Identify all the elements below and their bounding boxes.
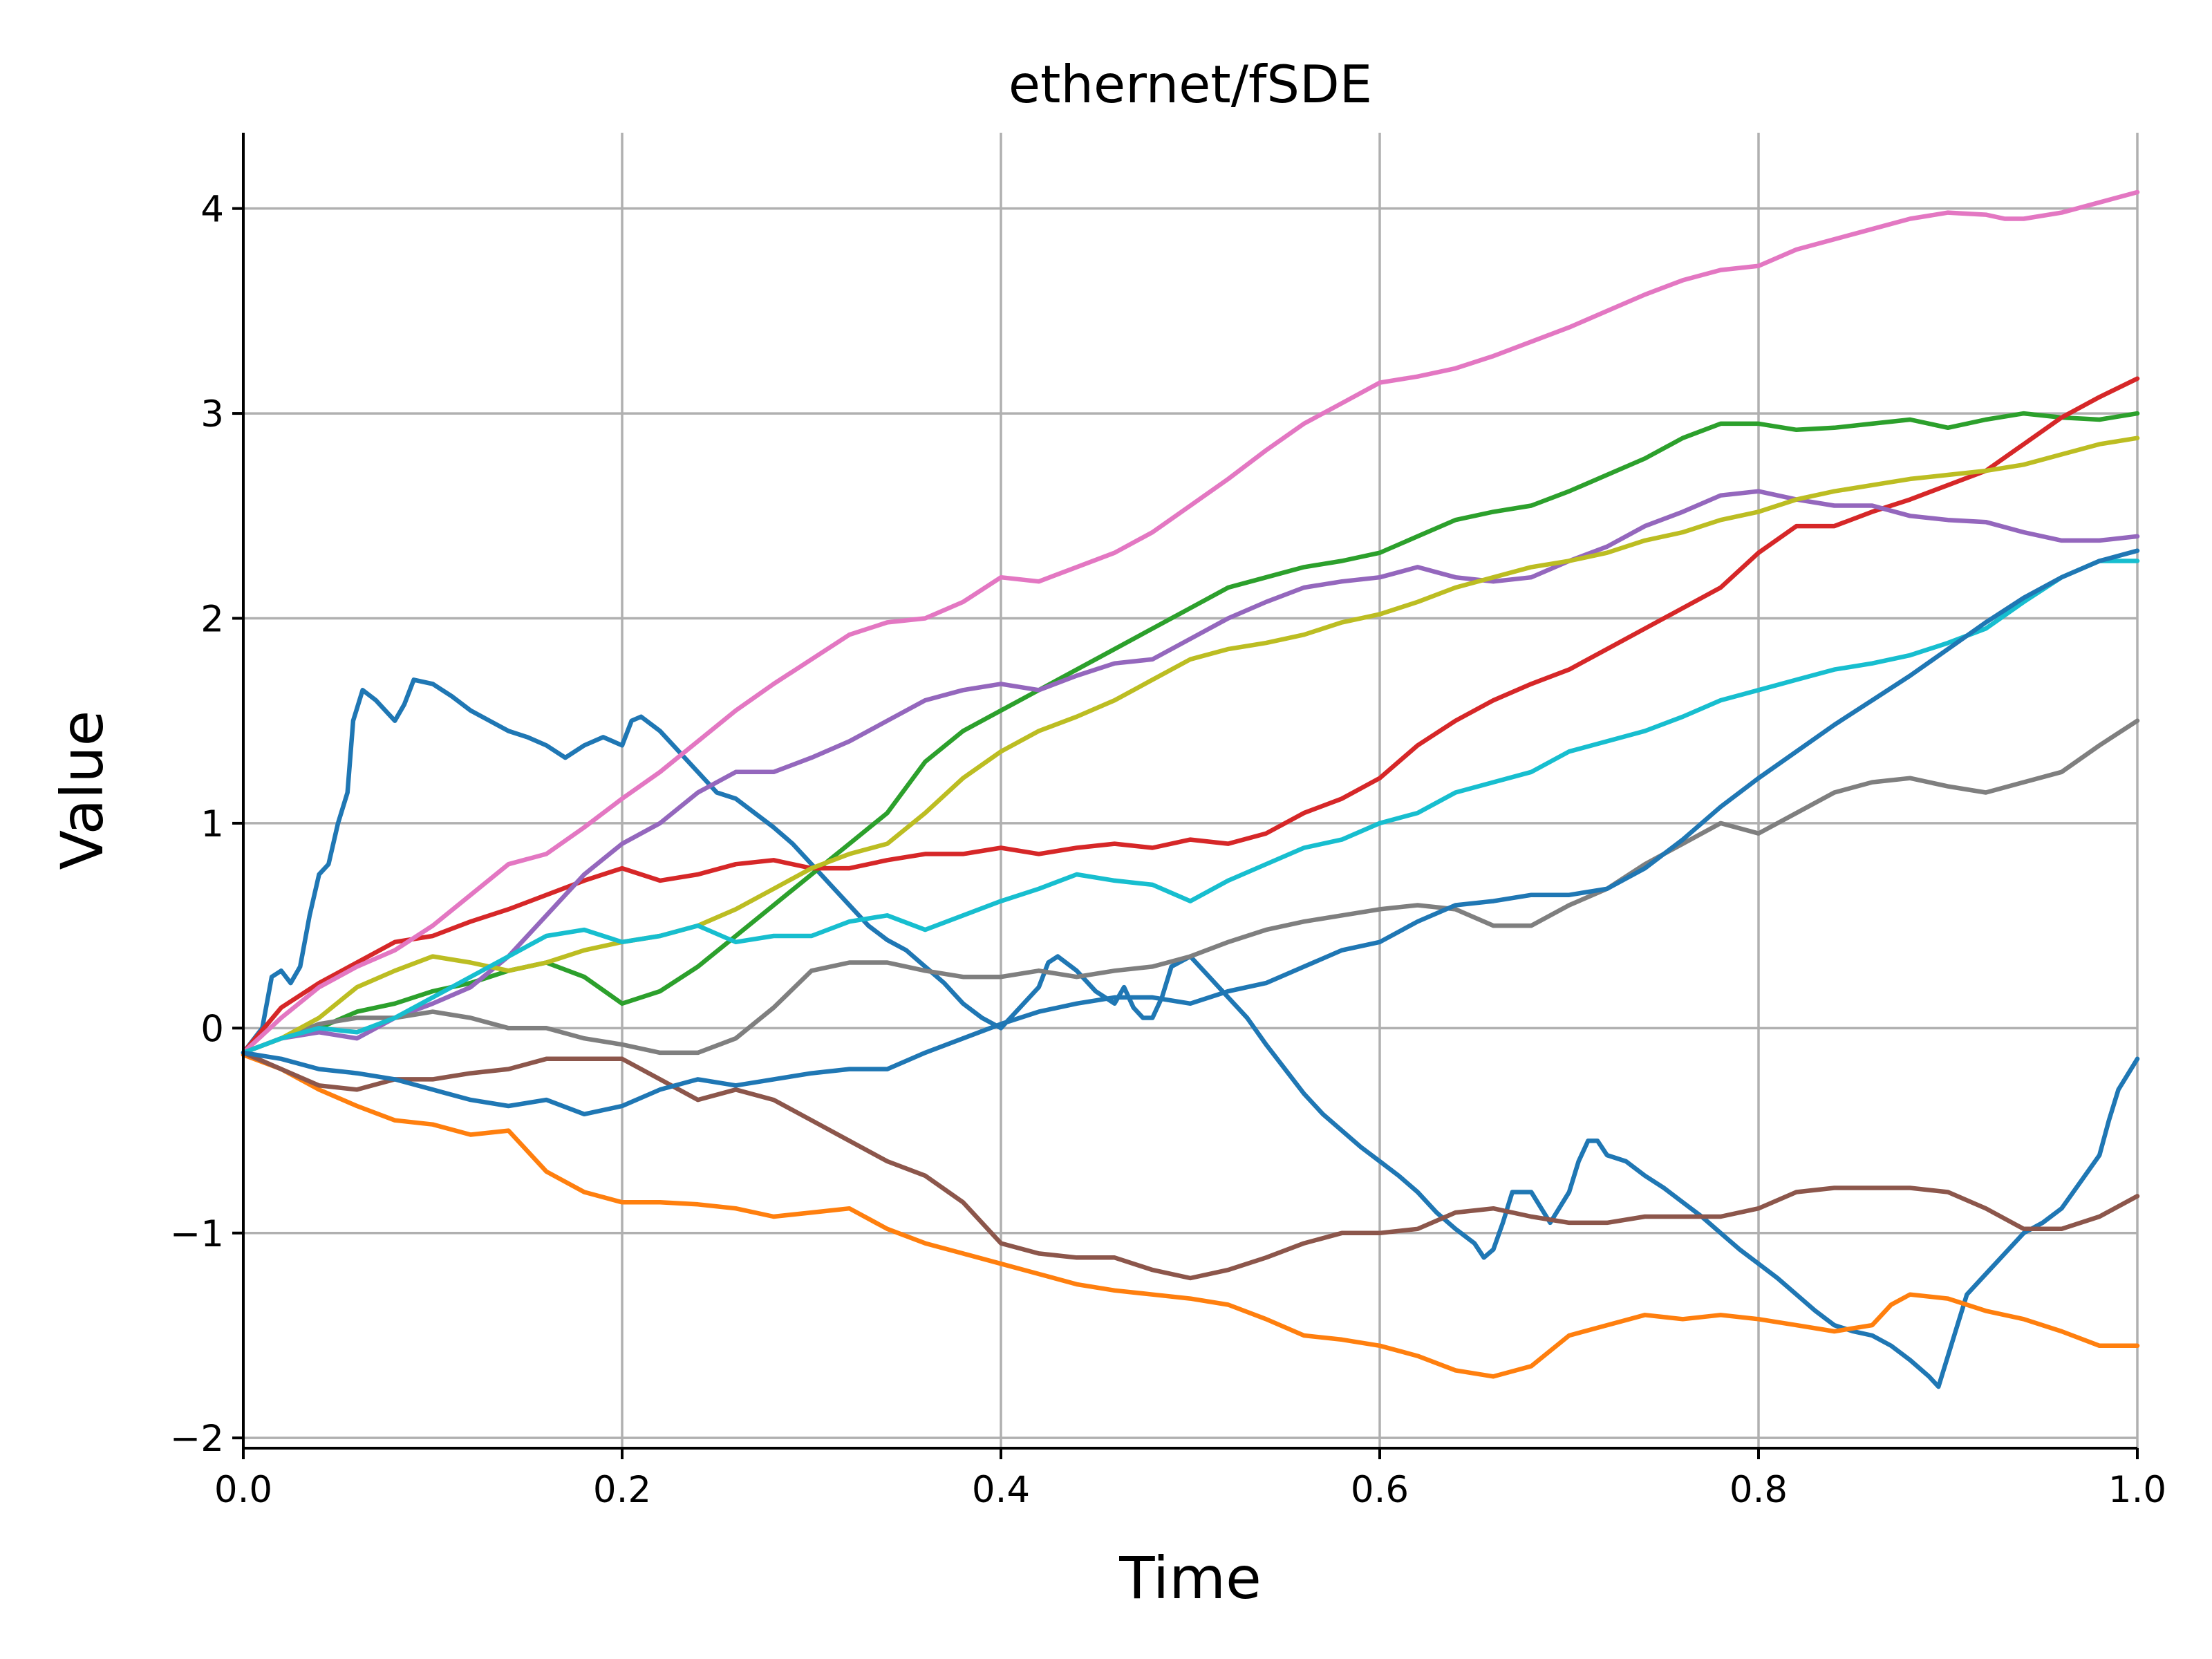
y-tick-label: −2 bbox=[170, 1418, 224, 1460]
series-lines bbox=[241, 189, 2140, 1389]
series-line-2 bbox=[241, 1052, 2140, 1379]
x-tick-label: 0.2 bbox=[593, 1469, 651, 1511]
series-line-5 bbox=[241, 489, 2140, 1056]
series-line-11 bbox=[241, 548, 2140, 1117]
grid bbox=[242, 133, 2139, 1448]
series-line-9 bbox=[241, 435, 2140, 1056]
y-tick-label: 1 bbox=[200, 803, 224, 845]
x-tick-label: 1.0 bbox=[2108, 1469, 2166, 1511]
x-tick-label: 0.8 bbox=[1730, 1469, 1788, 1511]
y-axis-label: Value bbox=[48, 711, 116, 870]
series-line-1 bbox=[241, 677, 2140, 1389]
series-line-7 bbox=[241, 189, 2140, 1056]
y-tick-label: 3 bbox=[200, 393, 224, 435]
y-tick-label: 4 bbox=[200, 189, 224, 231]
x-axis-ticks: 0.0 0.2 0.4 0.6 0.8 1.0 bbox=[214, 1448, 2166, 1511]
x-tick-label: 0.6 bbox=[1351, 1469, 1409, 1511]
series-line-10 bbox=[241, 559, 2140, 1056]
y-tick-label: −1 bbox=[170, 1213, 224, 1255]
series-line-6 bbox=[241, 1050, 2140, 1281]
y-tick-label: 2 bbox=[200, 599, 224, 641]
series-line-4 bbox=[241, 376, 2140, 1056]
series-line-8 bbox=[241, 718, 2140, 1056]
x-tick-label: 0.0 bbox=[214, 1469, 272, 1511]
y-tick-label: 0 bbox=[200, 1008, 224, 1050]
x-tick-label: 0.4 bbox=[972, 1469, 1030, 1511]
chart-title: ethernet/fSDE bbox=[1009, 54, 1372, 115]
series-line-3 bbox=[241, 411, 2140, 1056]
y-axis-ticks: −2 −1 0 1 2 3 4 bbox=[170, 189, 243, 1460]
x-axis-label: Time bbox=[1118, 1544, 1262, 1612]
